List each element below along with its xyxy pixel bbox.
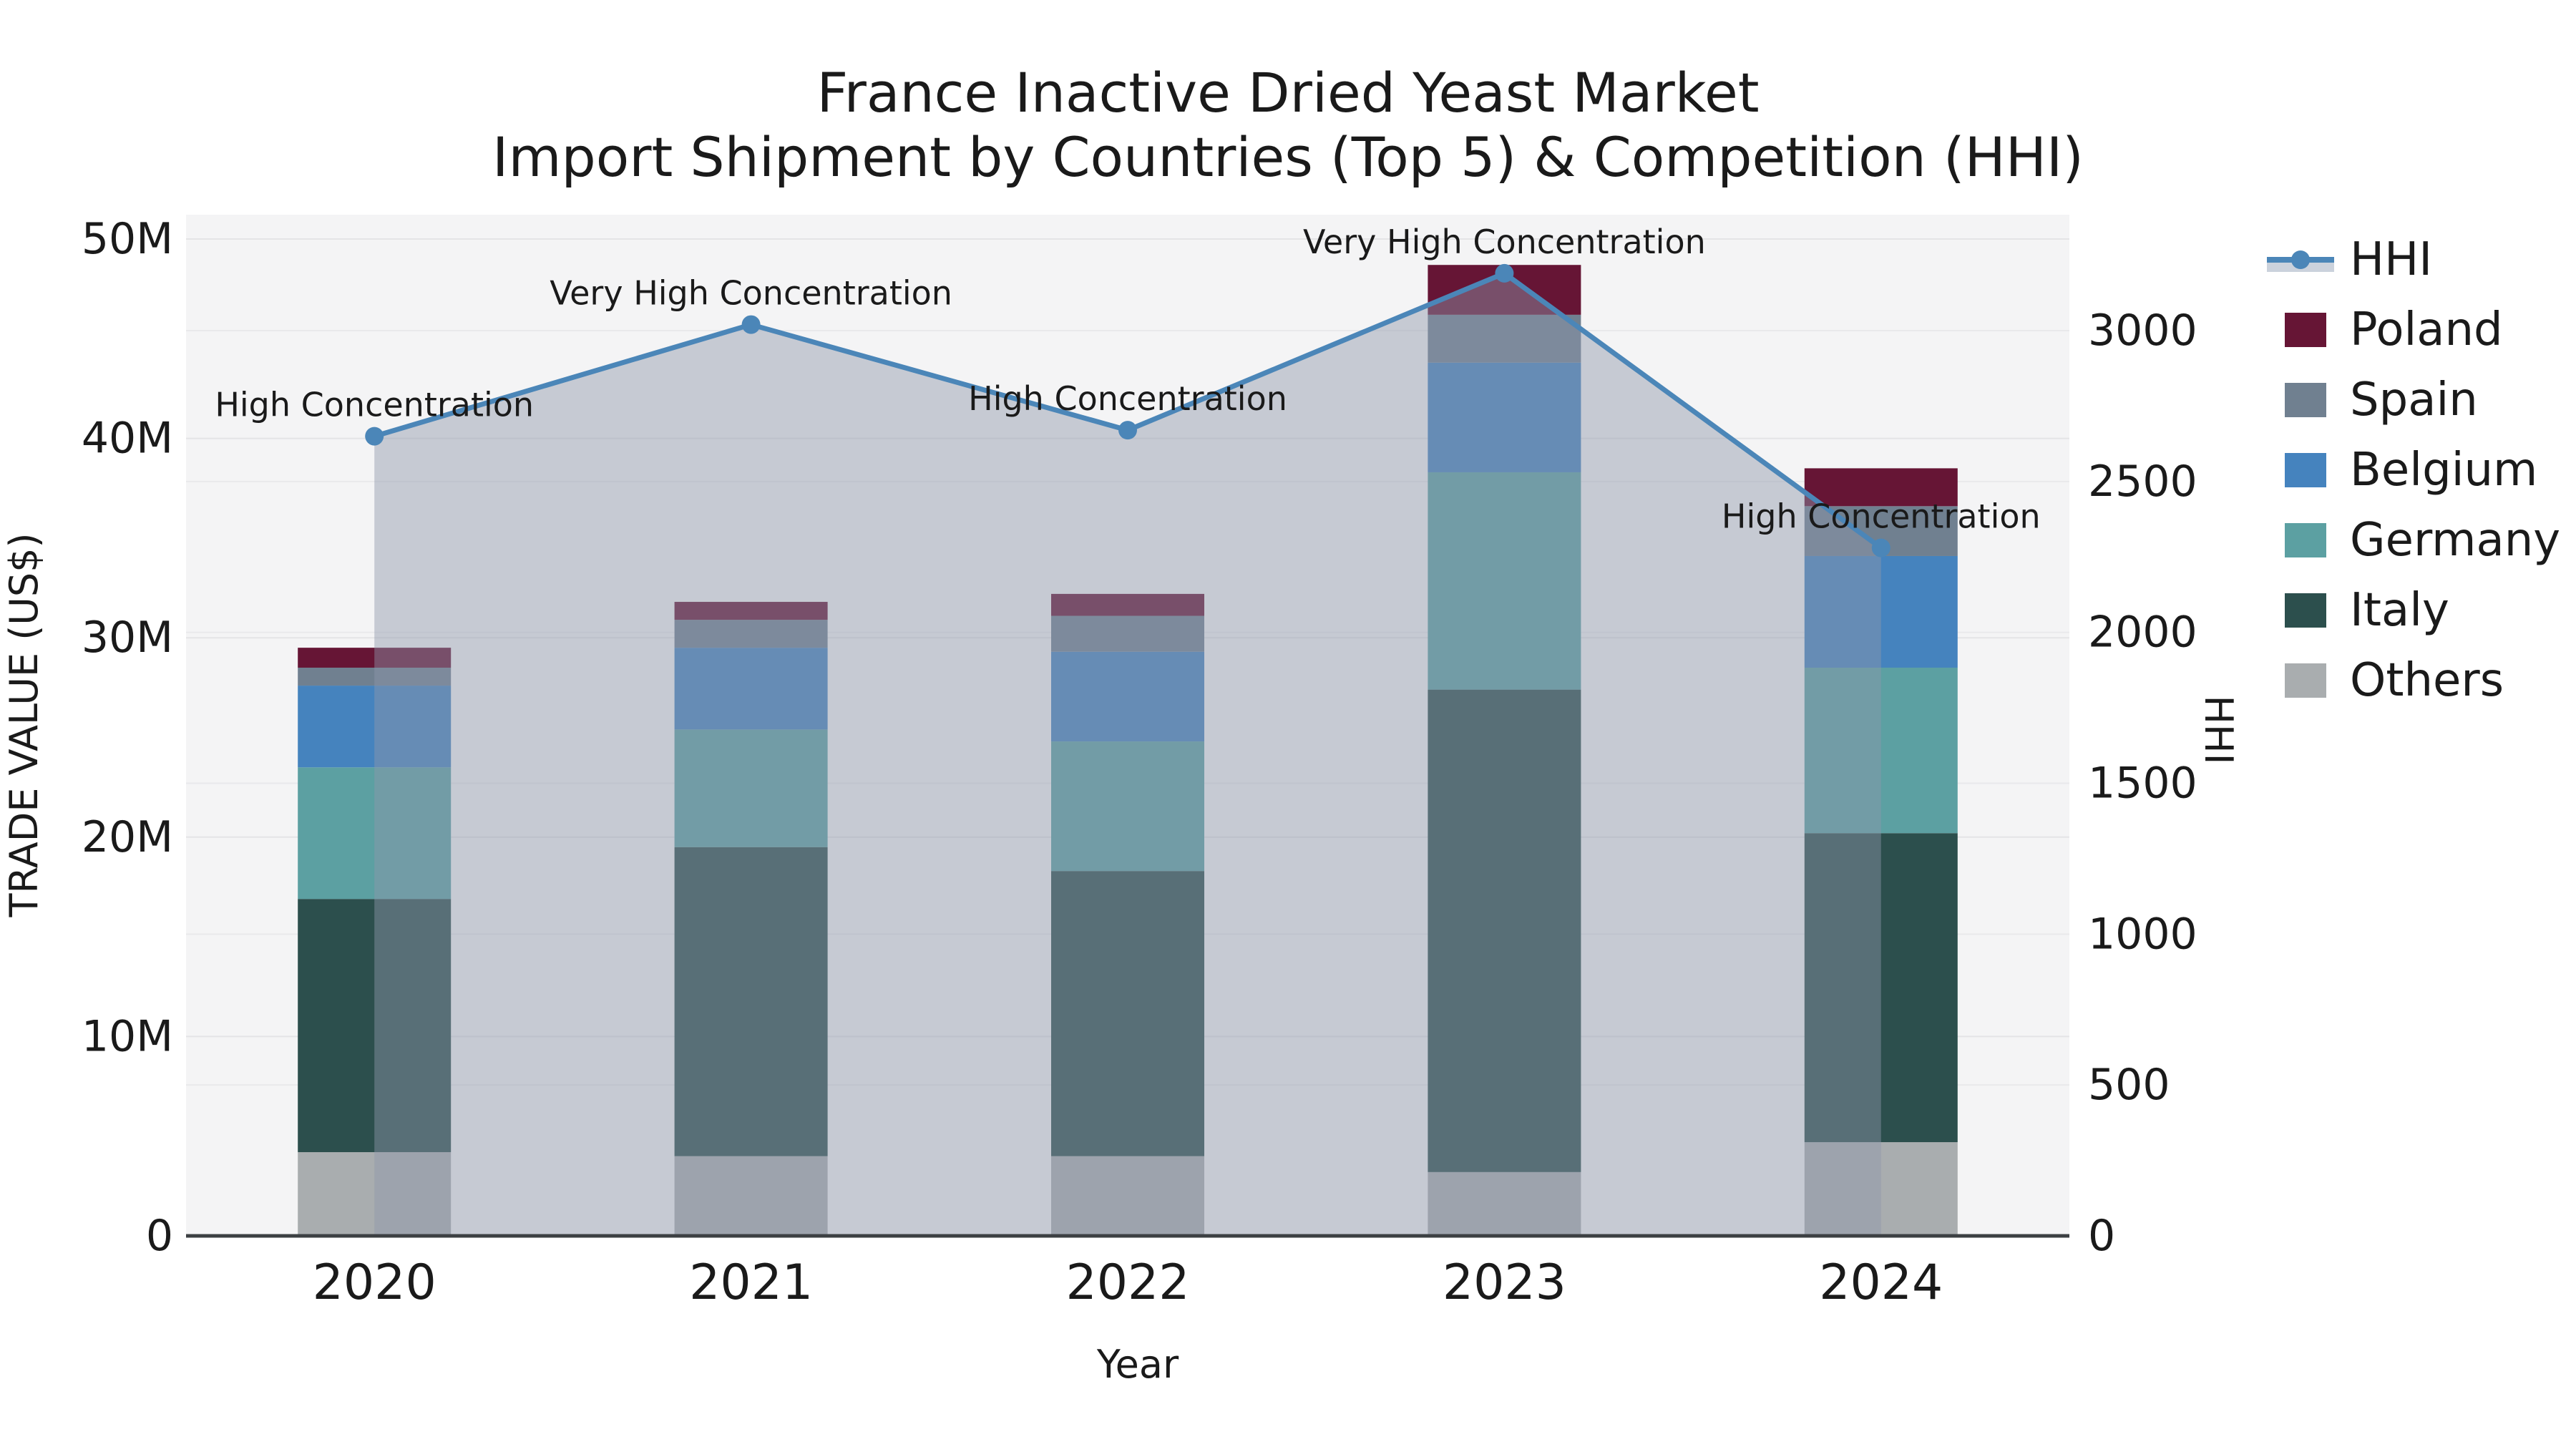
- hhi-point-2021[interactable]: [741, 315, 761, 334]
- y-right-tick-2000: 2000: [2088, 608, 2197, 658]
- bar-segment-spain-2022[interactable]: [1051, 615, 1204, 652]
- y-right-tick-2500: 2500: [2088, 457, 2197, 507]
- x-tick-2021[interactable]: 2021: [689, 1254, 813, 1311]
- legend-label-hhi: HHI: [2350, 233, 2432, 286]
- bars-layer: [298, 265, 1958, 1236]
- tick-labels-layer: 0 10M 20M 30M 40M 50M 0 500 1000 1500 2000 2500 3000…: [82, 214, 2197, 1311]
- bar-segment-italy-2024[interactable]: [1804, 833, 1958, 1143]
- bar-segment-belgium-2023[interactable]: [1428, 362, 1581, 472]
- y-right-axis-title: HHI: [2196, 695, 2241, 764]
- y-right-tick-500: 500: [2088, 1060, 2170, 1110]
- hhi-point-2023[interactable]: [1495, 263, 1514, 283]
- bar-segment-others-2021[interactable]: [674, 1156, 828, 1236]
- annotation-2023: Very High Concentration: [1303, 223, 1706, 261]
- hhi-area-fill: [374, 273, 1881, 1237]
- hhi-line-layer: [365, 263, 1890, 557]
- y-left-tick-50M: 50M: [82, 214, 173, 264]
- legend-item-belgium[interactable]: Belgium: [2285, 444, 2537, 497]
- bar-segment-others-2023[interactable]: [1428, 1171, 1581, 1236]
- x-axis-title: Year: [1096, 1342, 1179, 1387]
- bar-segment-poland-2021[interactable]: [674, 602, 828, 620]
- annotation-2021: Very High Concentration: [550, 274, 952, 313]
- bar-segment-germany-2021[interactable]: [674, 729, 828, 847]
- legend-item-poland[interactable]: Poland: [2285, 303, 2503, 356]
- bar-segment-others-2024[interactable]: [1804, 1142, 1958, 1236]
- annotation-2020: High Concentration: [215, 386, 534, 424]
- legend-item-spain[interactable]: Spain: [2285, 374, 2478, 427]
- y-right-tick-3000: 3000: [2088, 306, 2197, 356]
- annotation-2022: High Concentration: [968, 379, 1287, 418]
- chart-title-line2: Import Shipment by Countries (Top 5) & C…: [492, 125, 2084, 189]
- hhi-point-2020[interactable]: [365, 427, 384, 446]
- annotations-layer: High Concentration Very High Concentratio…: [215, 223, 2040, 536]
- legend-layer: HHI Poland Spain Belgium Germany Italy Others: [2267, 233, 2560, 707]
- bar-segment-poland-2022[interactable]: [1051, 593, 1204, 616]
- x-tick-2022[interactable]: 2022: [1065, 1254, 1189, 1311]
- hhi-point-2022[interactable]: [1118, 421, 1137, 440]
- y-left-tick-0: 0: [146, 1211, 173, 1261]
- x-tick-2023[interactable]: 2023: [1443, 1254, 1566, 1311]
- bar-segment-others-2020[interactable]: [298, 1151, 452, 1236]
- hhi-area-fill-layer: [374, 273, 1881, 1237]
- y-right-tick-1000: 1000: [2088, 909, 2197, 959]
- y-left-tick-40M: 40M: [82, 414, 173, 464]
- x-tick-2024[interactable]: 2024: [1819, 1254, 1943, 1311]
- legend-label-spain: Spain: [2350, 374, 2478, 427]
- legend-swatch-poland: [2285, 313, 2326, 347]
- y-left-tick-10M: 10M: [82, 1011, 173, 1061]
- legend-label-germany: Germany: [2350, 514, 2560, 567]
- bar-segment-poland-2024[interactable]: [1804, 468, 1958, 507]
- legend-item-hhi[interactable]: HHI: [2267, 233, 2432, 286]
- y-left-tick-20M: 20M: [82, 812, 173, 862]
- bar-segment-belgium-2021[interactable]: [674, 648, 828, 730]
- x-tick-2020[interactable]: 2020: [313, 1254, 436, 1311]
- bar-segment-others-2022[interactable]: [1051, 1156, 1204, 1236]
- y-left-axis-title: TRADE VALUE (US$): [1, 532, 47, 917]
- bar-segment-germany-2020[interactable]: [298, 767, 452, 900]
- legend-swatch-germany: [2285, 523, 2326, 557]
- legend-swatch-spain: [2285, 383, 2326, 417]
- legend-swatch-others: [2285, 663, 2326, 698]
- legend-swatch-belgium: [2285, 453, 2326, 487]
- hhi-point-2024[interactable]: [1871, 538, 1890, 557]
- legend-item-others[interactable]: Others: [2285, 654, 2504, 707]
- bar-segment-poland-2020[interactable]: [298, 648, 452, 668]
- bar-segment-spain-2020[interactable]: [298, 667, 452, 686]
- y-right-tick-0: 0: [2088, 1211, 2115, 1261]
- legend-label-poland: Poland: [2350, 303, 2503, 356]
- legend-swatch-italy: [2285, 593, 2326, 628]
- bar-segment-italy-2023[interactable]: [1428, 689, 1581, 1172]
- bar-segment-belgium-2020[interactable]: [298, 686, 452, 768]
- bar-segment-spain-2021[interactable]: [674, 620, 828, 648]
- bar-segment-italy-2022[interactable]: [1051, 871, 1204, 1156]
- legend-hhi-marker-icon: [2291, 250, 2310, 269]
- legend-label-belgium: Belgium: [2350, 444, 2537, 497]
- annotation-2024: High Concentration: [1722, 497, 2041, 536]
- bar-segment-spain-2023[interactable]: [1428, 314, 1581, 363]
- bar-segment-belgium-2024[interactable]: [1804, 555, 1958, 668]
- y-right-tick-1500: 1500: [2088, 759, 2197, 809]
- bar-segment-germany-2024[interactable]: [1804, 667, 1958, 834]
- chart-title-line1: France Inactive Dried Yeast Market: [816, 61, 1759, 125]
- bar-segment-belgium-2022[interactable]: [1051, 651, 1204, 742]
- legend-item-germany[interactable]: Germany: [2285, 514, 2560, 567]
- bar-segment-germany-2022[interactable]: [1051, 741, 1204, 872]
- legend-label-italy: Italy: [2350, 584, 2449, 637]
- bar-segment-italy-2020[interactable]: [298, 899, 452, 1152]
- y-left-tick-30M: 30M: [82, 613, 173, 663]
- bar-segment-germany-2023[interactable]: [1428, 472, 1581, 690]
- legend-item-italy[interactable]: Italy: [2285, 584, 2449, 637]
- legend-label-others: Others: [2350, 654, 2504, 707]
- bar-segment-italy-2021[interactable]: [674, 847, 828, 1156]
